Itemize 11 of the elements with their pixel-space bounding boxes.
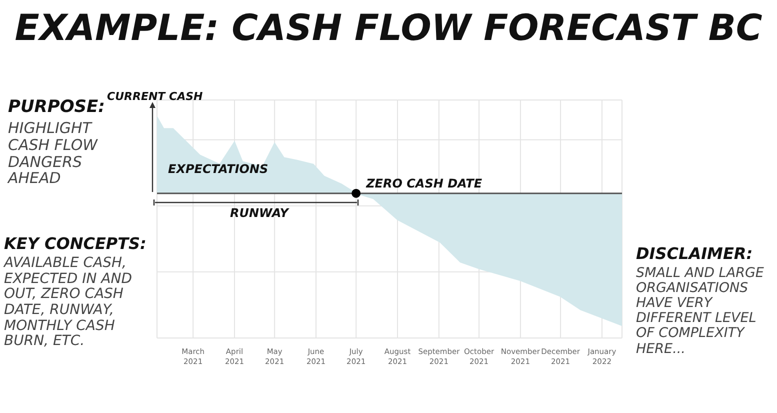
text: CURRENT CASH	[107, 90, 204, 104]
annotation: ZERO CASH DATE	[365, 176, 483, 190]
chart-title: EXAMPLE: CASH FLOW FORECAST BC	[14, 8, 764, 49]
text: HIGHLIGHT CASH FLOW DANGERS AHEAD	[8, 119, 99, 188]
annotation: RUNWAY	[230, 206, 290, 220]
text: PURPOSE:	[8, 97, 105, 117]
annotation: EXPECTATIONS	[168, 162, 270, 176]
text: SMALL AND LARGE ORGANISATIONS HAVE VERY DIFFERENT LEVEL OF COMPLEXITY HERE...	[636, 265, 765, 357]
text: AVAILABLE CASH, EXPECTED IN AND OUT, ZERO CASH DATE, RUNWAY, MONTHLY CASH BURN, ETC.	[4, 255, 134, 350]
text: KEY CONCEPTS:	[4, 234, 148, 253]
text: DISCLAIMER:	[636, 244, 754, 263]
